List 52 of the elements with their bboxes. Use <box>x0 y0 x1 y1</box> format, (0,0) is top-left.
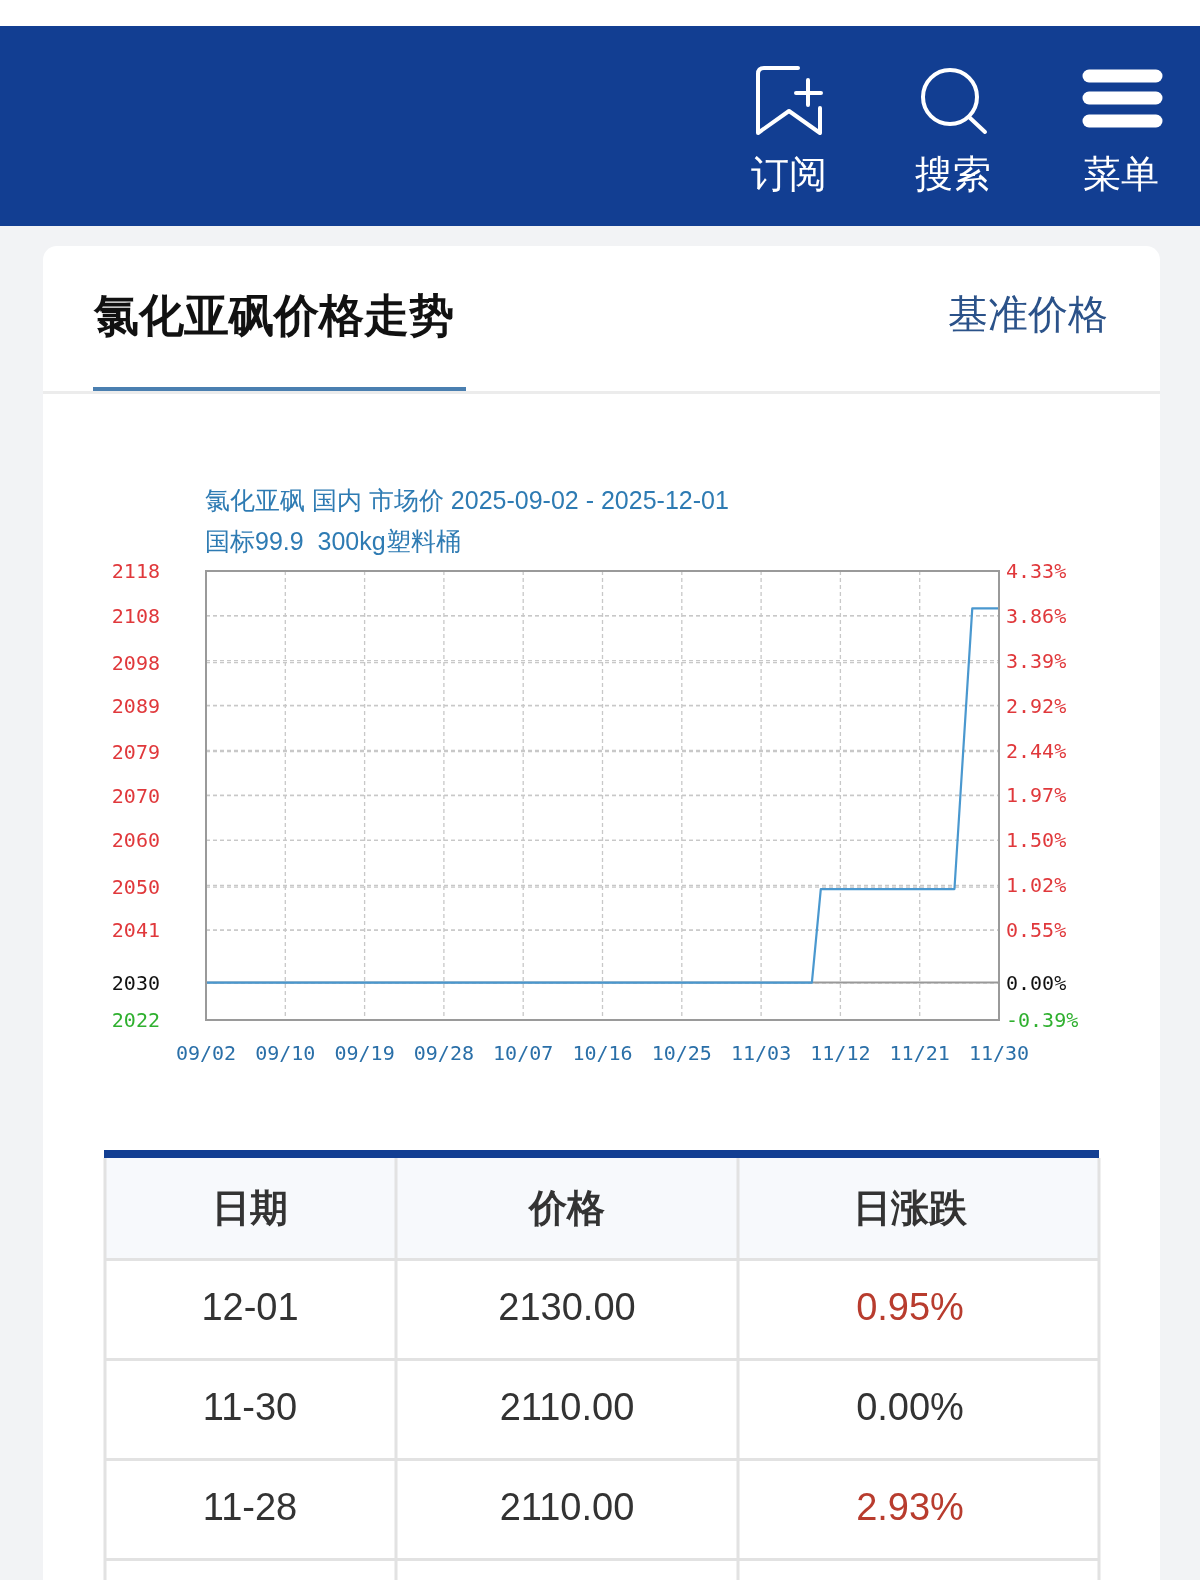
text: 基准价格 <box>948 292 1108 336</box>
data-label: 0.00% <box>856 1386 964 1428</box>
x-tick-label: 11/12 <box>810 1041 871 1065</box>
legend-label: 价格 <box>527 1187 605 1229</box>
chart-subtitle: 氯化亚砜 国内 市场价 2025-09-02 - 2025-12-01 <box>205 486 729 514</box>
y2-tick-label: 2.92% <box>1006 693 1067 718</box>
y2-tick-label: 3.39% <box>1006 648 1067 673</box>
data-label: 2.93% <box>856 1486 964 1528</box>
x-tick-label: 10/07 <box>493 1041 554 1065</box>
y2-tick-label: 0.55% <box>1006 918 1067 943</box>
text: 搜索 <box>915 153 991 195</box>
text: 订阅 <box>751 153 827 195</box>
category-label: 11-30 <box>202 1386 298 1428</box>
category-label: 11-28 <box>202 1486 298 1528</box>
y-tick-label: 2030 <box>111 970 160 995</box>
y-tick-label: 2098 <box>111 650 160 675</box>
text: 日期 <box>212 1187 288 1229</box>
y2-tick-label: 2.44% <box>1006 738 1067 763</box>
x-tick-label: 09/28 <box>413 1041 475 1065</box>
x-tick-label: 09/02 <box>175 1041 237 1065</box>
data-label: 2110.00 <box>499 1486 635 1528</box>
y-tick-label: 2108 <box>111 603 160 628</box>
data-label: 2130.00 <box>498 1286 636 1328</box>
y-tick-label: 2079 <box>111 739 160 764</box>
chart-title: 氯化亚砜价格走势 <box>93 290 454 341</box>
y-tick-label: 2089 <box>111 693 160 718</box>
x-tick-label: 09/10 <box>255 1041 316 1065</box>
x-tick-label: 09/19 <box>334 1041 395 1065</box>
x-tick-label: 10/25 <box>651 1041 712 1065</box>
x-tick-label: 11/03 <box>730 1041 792 1065</box>
y2-tick-label: -0.39% <box>1006 1008 1079 1032</box>
x-tick-label: 11/21 <box>889 1041 950 1065</box>
y2-tick-label: 4.33% <box>1006 559 1067 583</box>
x-tick-label: 10/16 <box>572 1041 633 1065</box>
y-tick-label: 2070 <box>111 783 160 808</box>
text: 日涨跌 <box>853 1187 968 1229</box>
text: 国标99.9 300kg塑料桶 <box>205 527 461 555</box>
text: 菜单 <box>1083 153 1159 195</box>
x-tick-label: 11/30 <box>968 1041 1030 1065</box>
y-tick-label: 2118 <box>111 559 160 583</box>
y-tick-label: 2060 <box>111 828 160 853</box>
y2-tick-label: 1.02% <box>1006 873 1067 898</box>
data-label: 2110.00 <box>499 1386 635 1428</box>
y-tick-label: 2050 <box>111 875 160 900</box>
y-tick-label: 2041 <box>111 918 160 943</box>
y2-tick-label: 0.00% <box>1006 970 1067 995</box>
category-label: 12-01 <box>201 1286 299 1328</box>
y2-tick-label: 1.97% <box>1006 783 1067 808</box>
data-label: 0.95% <box>856 1286 964 1328</box>
y2-tick-label: 3.86% <box>1006 603 1067 628</box>
y-tick-label: 2022 <box>111 1008 160 1032</box>
y2-tick-label: 1.50% <box>1006 828 1067 853</box>
